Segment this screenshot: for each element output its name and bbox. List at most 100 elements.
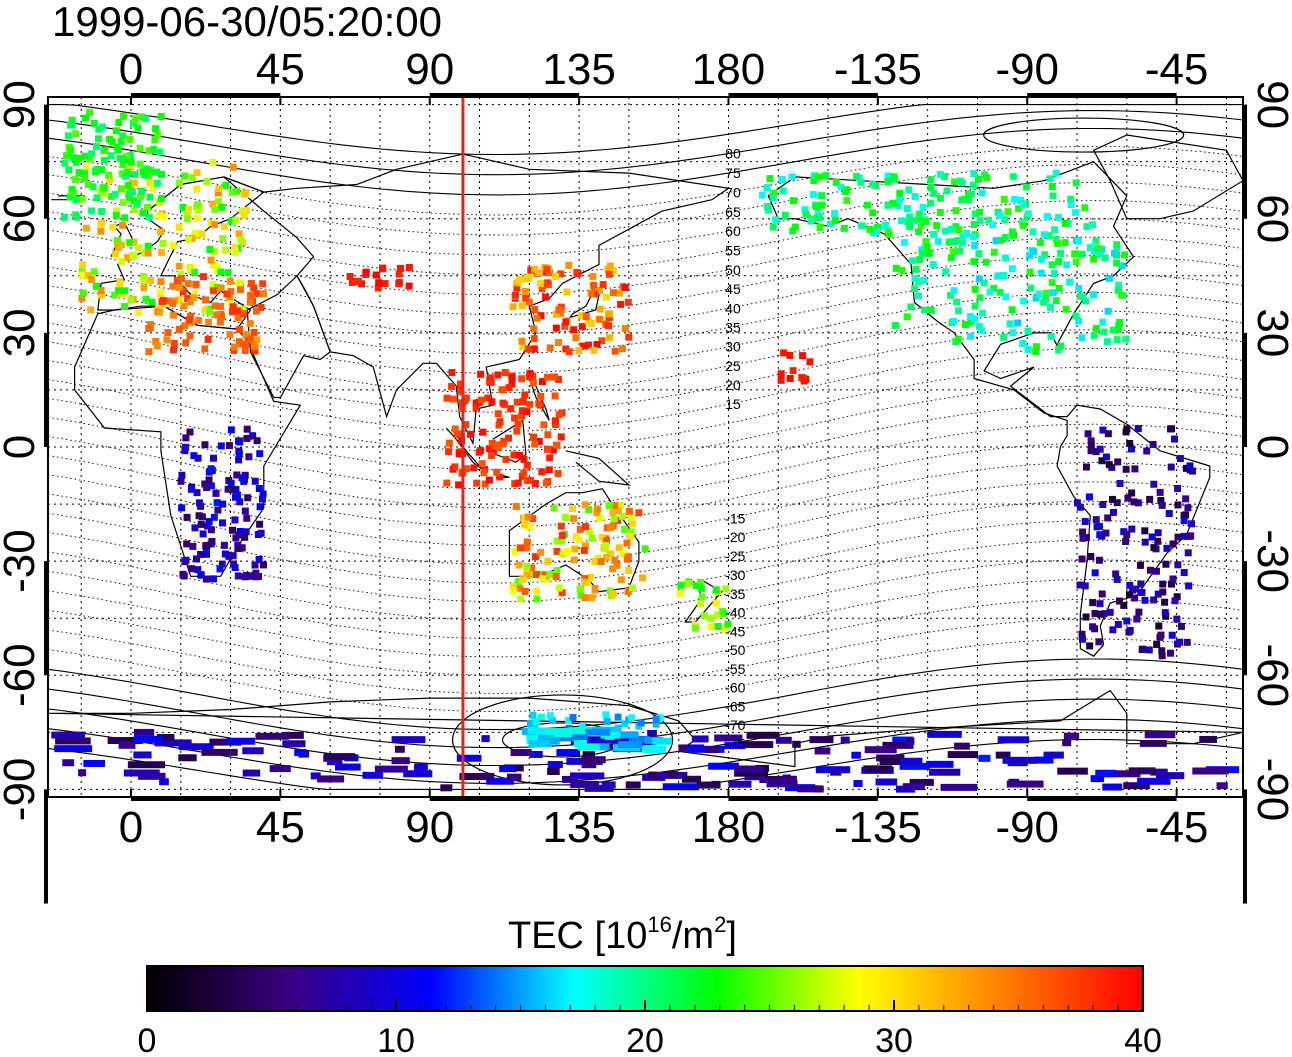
tec-point bbox=[1001, 234, 1009, 242]
coastline bbox=[223, 153, 731, 446]
tec-point bbox=[457, 388, 465, 396]
tec-point bbox=[884, 201, 892, 209]
contour-label: 20 bbox=[725, 377, 741, 393]
tec-point bbox=[1141, 527, 1149, 535]
tec-point bbox=[177, 274, 185, 282]
tec-point bbox=[814, 747, 831, 755]
tec-point bbox=[591, 557, 599, 565]
tec-point bbox=[462, 421, 470, 429]
tec-point bbox=[558, 589, 566, 597]
tec-point bbox=[691, 624, 699, 632]
tec-point bbox=[1109, 326, 1117, 334]
tec-point bbox=[69, 154, 77, 162]
tec-point bbox=[217, 442, 225, 450]
contour-label: 40 bbox=[725, 300, 741, 316]
tec-point bbox=[252, 290, 260, 298]
tec-point bbox=[1046, 303, 1054, 311]
tec-point bbox=[191, 229, 199, 237]
tec-point bbox=[531, 265, 539, 273]
tec-point bbox=[65, 166, 73, 174]
tec-point bbox=[229, 163, 237, 171]
tec-point bbox=[226, 331, 234, 339]
tec-point bbox=[621, 284, 629, 292]
tec-point bbox=[182, 443, 190, 451]
tec-point bbox=[780, 349, 788, 357]
tec-point bbox=[134, 309, 142, 317]
tec-point bbox=[940, 173, 948, 181]
tec-point bbox=[230, 560, 238, 568]
tec-point bbox=[969, 233, 977, 241]
tec-point bbox=[269, 765, 291, 773]
tec-point bbox=[520, 469, 528, 477]
tec-point bbox=[481, 735, 490, 743]
tec-point bbox=[224, 485, 232, 493]
tec-point bbox=[894, 202, 902, 210]
tec-point bbox=[1152, 567, 1160, 575]
tec-point bbox=[78, 266, 86, 274]
tec-point bbox=[156, 308, 164, 316]
tec-point bbox=[545, 466, 553, 474]
tec-point bbox=[1182, 464, 1190, 472]
tec-point bbox=[989, 221, 997, 229]
contour-label: -20 bbox=[725, 529, 745, 545]
tec-point bbox=[523, 538, 531, 546]
tec-point bbox=[613, 561, 621, 569]
tec-point bbox=[983, 174, 991, 182]
tec-point bbox=[1157, 497, 1165, 505]
tec-point bbox=[256, 503, 264, 511]
tec-point bbox=[1186, 462, 1194, 470]
tec-point bbox=[216, 565, 224, 573]
tec-point bbox=[544, 445, 552, 453]
tec-point bbox=[220, 541, 228, 549]
tec-point bbox=[627, 528, 635, 536]
contour-label: 65 bbox=[725, 204, 741, 220]
tec-point bbox=[533, 571, 541, 579]
tec-point bbox=[496, 473, 504, 481]
tec-point bbox=[578, 323, 586, 331]
tec-point bbox=[779, 187, 787, 195]
tec-point bbox=[247, 280, 255, 288]
tec-point bbox=[374, 284, 382, 292]
contour-label: 45 bbox=[725, 281, 741, 297]
tec-point bbox=[191, 524, 199, 532]
tec-point bbox=[92, 282, 100, 290]
tec-point bbox=[509, 583, 517, 591]
tec-point bbox=[1146, 495, 1154, 503]
tec-point bbox=[194, 566, 202, 574]
tec-point bbox=[966, 332, 974, 340]
tec-point bbox=[1169, 540, 1177, 548]
tec-point bbox=[486, 374, 494, 382]
tec-point bbox=[317, 775, 345, 783]
tec-point bbox=[327, 758, 343, 766]
tec-point bbox=[136, 144, 144, 152]
tec-point bbox=[518, 302, 526, 310]
tec-point bbox=[1006, 780, 1044, 788]
tec-point bbox=[533, 314, 541, 322]
magnetic-contour bbox=[48, 200, 1243, 276]
tec-point bbox=[1100, 328, 1108, 336]
tec-point bbox=[1024, 345, 1032, 353]
tec-point bbox=[236, 325, 244, 333]
contour-label: 25 bbox=[725, 358, 741, 374]
tec-point bbox=[127, 188, 135, 196]
tec-point bbox=[546, 712, 554, 720]
tec-point bbox=[1171, 435, 1179, 443]
tec-point bbox=[183, 215, 191, 223]
tec-point bbox=[882, 741, 914, 749]
tec-point bbox=[1180, 517, 1188, 525]
tec-point bbox=[1128, 445, 1136, 453]
tec-point bbox=[954, 335, 962, 343]
tec-point bbox=[107, 152, 115, 160]
tec-point bbox=[403, 770, 433, 778]
tec-point bbox=[810, 176, 818, 184]
tec-point bbox=[144, 249, 152, 257]
tec-point bbox=[967, 190, 975, 198]
tec-point bbox=[197, 571, 205, 579]
tec-point bbox=[552, 441, 560, 449]
tec-point bbox=[126, 165, 134, 173]
tec-point bbox=[88, 275, 96, 283]
tec-point bbox=[818, 192, 826, 200]
tec-point bbox=[1182, 511, 1190, 519]
tec-point bbox=[970, 170, 978, 178]
tec-point bbox=[244, 494, 252, 502]
